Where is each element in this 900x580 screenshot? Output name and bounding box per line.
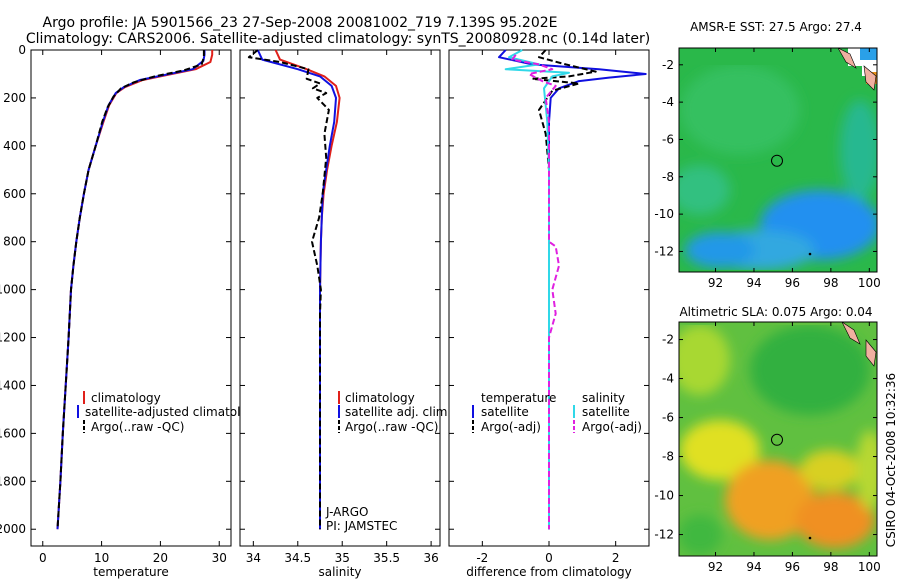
map-y-tick-label: -4	[662, 95, 674, 109]
legend-label-satellite: satellite adj. clim.	[345, 405, 451, 419]
sst-map-texture	[679, 48, 877, 270]
sla-map-title: Altimetric SLA: 0.075 Argo: 0.04	[679, 305, 872, 319]
map-x-tick-label: 100	[858, 560, 881, 574]
x-tick-label: 35.5	[373, 551, 400, 565]
temperature-ticks: 0 10 20 30 0 200 400 600 800 1000 1200 1400 1600 1800…	[0, 43, 231, 565]
sla-map-panel: Altimetric SLA: 0.075 Argo: 0.04 92 94 96 9…	[654, 305, 881, 574]
legend-heading-salinity: salinity	[582, 391, 625, 405]
x-tick-label: 34	[246, 551, 261, 565]
map-x-tick-label: 94	[746, 560, 761, 574]
x-tick-label: 34.5	[284, 551, 311, 565]
x-tick-label: 30	[212, 551, 227, 565]
map-x-tick-label: 98	[823, 560, 838, 574]
map-y-tick-label: -4	[662, 372, 674, 386]
map-y-tick-label: -10	[654, 489, 674, 503]
legend-label-temp-argo: Argo(-adj)	[481, 420, 541, 434]
map-x-tick-label: 96	[785, 560, 800, 574]
series-line-salinity-argo-adj-	[511, 54, 560, 530]
series-line-argo-raw-qc-	[247, 49, 330, 530]
temperature-xlabel: temperature	[93, 565, 168, 579]
legend-heading-temperature: temperature	[481, 391, 556, 405]
salinity-ticks: 34 34.5 35 35.5 36	[240, 49, 440, 565]
series-line-argo-raw-qc-	[56, 50, 205, 530]
sst-map-ticks: 92 94 96 98 100 -2 -4 -6 -8 -10 -12	[654, 48, 881, 290]
map-y-tick-label: -12	[654, 528, 674, 542]
title-line-1: Argo profile: JA 5901566_23 27-Sep-2008 …	[43, 15, 558, 31]
map-x-tick-label: 96	[785, 276, 800, 290]
csiro-timestamp: CSIRO 04-Oct-2008 10:32:36	[884, 373, 898, 547]
x-tick-label: 36	[423, 551, 438, 565]
y-tick-label: 0	[18, 43, 26, 57]
map-y-tick-label: -6	[662, 411, 674, 425]
legend-label-sal-argo: Argo(-adj)	[582, 420, 642, 434]
sla-argo-location-marker	[771, 433, 783, 446]
sst-map-panel: AMSR-E SST: 27.5 Argo: 27.4 92 94 96 98 100 -…	[654, 20, 880, 290]
y-tick-label: 1600	[0, 426, 26, 440]
legend-label-argo: Argo(..raw -QC)	[91, 420, 184, 434]
y-tick-label: 400	[3, 139, 26, 153]
sla-map-frame	[678, 321, 878, 557]
salinity-lines	[247, 49, 341, 530]
map-y-tick-label: -10	[654, 207, 674, 221]
temperature-lines	[56, 50, 214, 530]
map-y-tick-label: -12	[654, 244, 674, 258]
y-tick-label: 1800	[0, 474, 26, 488]
map-y-tick-label: -6	[662, 132, 674, 146]
map-y-tick-label: -8	[662, 170, 674, 184]
map-x-tick-label: 94	[746, 276, 761, 290]
map-x-tick-label: 92	[708, 276, 723, 290]
temperature-axes-frame	[30, 49, 232, 547]
pi-annotation: PI: JAMSTEC	[326, 519, 397, 533]
salinity-xlabel: salinity	[318, 565, 361, 579]
sst-argo-location-marker	[771, 154, 783, 167]
y-tick-label: 1400	[0, 378, 26, 392]
y-tick-label: 2000	[0, 522, 26, 536]
sst-map-frame	[678, 47, 878, 273]
legend-label-climatology: climatology	[91, 391, 161, 405]
legend-label-sal-satellite: satellite	[582, 405, 630, 419]
temperature-panel: 0 10 20 30 0 200 400 600 800 1000 1200 1400 1600 1800…	[0, 43, 263, 579]
map-x-tick-label: 98	[823, 276, 838, 290]
legend-label-temp-satellite: satellite	[481, 405, 529, 419]
jargo-annotation: J-ARGO	[325, 505, 368, 519]
y-tick-label: 1000	[0, 283, 26, 297]
map-y-tick-label: -2	[662, 333, 674, 347]
difference-ticks: -2 0 2	[449, 49, 649, 565]
legend-label-satellite-adjusted: satellite-adjusted climatology	[85, 405, 263, 419]
map-y-tick-label: -8	[662, 450, 674, 464]
map-y-tick-label: -2	[662, 58, 674, 72]
x-tick-label: 35	[335, 551, 350, 565]
sst-float-dot	[808, 252, 812, 256]
legend-label-climatology: climatology	[345, 391, 415, 405]
salinity-axes-frame	[239, 49, 441, 547]
x-tick-label: 0	[39, 551, 47, 565]
y-tick-label: 800	[3, 235, 26, 249]
x-tick-label: 2	[612, 551, 620, 565]
y-tick-label: 600	[3, 187, 26, 201]
map-x-tick-label: 92	[708, 560, 723, 574]
sla-map-texture	[679, 322, 877, 555]
title-line-2: Climatology: CARS2006. Satellite-adjuste…	[26, 31, 650, 47]
salinity-legend: climatology satellite adj. clim. Argo(..…	[338, 391, 451, 434]
y-tick-label: 200	[3, 91, 26, 105]
difference-legend: temperature satellite Argo(-adj) salinit…	[472, 391, 642, 434]
sst-map-title: AMSR-E SST: 27.5 Argo: 27.4	[690, 20, 862, 34]
map-x-tick-label: 100	[858, 276, 881, 290]
x-tick-label: 10	[94, 551, 109, 565]
legend-label-argo: Argo(..raw -QC)	[345, 420, 438, 434]
x-tick-label: 0	[545, 551, 553, 565]
salinity-panel: 34 34.5 35 35.5 36 salinity climatology sate…	[239, 49, 451, 579]
temperature-legend: climatology satellite-adjusted climatolo…	[77, 391, 263, 434]
difference-xlabel: difference from climatology	[466, 565, 632, 579]
x-tick-label: 20	[153, 551, 168, 565]
sla-map-ticks: 92 94 96 98 100 -2 -4 -6 -8 -10 -12	[654, 322, 881, 574]
difference-lines	[498, 49, 647, 530]
x-tick-label: -2	[476, 551, 488, 565]
sla-float-dot	[808, 536, 812, 540]
y-tick-label: 1200	[0, 331, 26, 345]
difference-panel: -2 0 2 difference from climatology tempera…	[448, 49, 650, 579]
